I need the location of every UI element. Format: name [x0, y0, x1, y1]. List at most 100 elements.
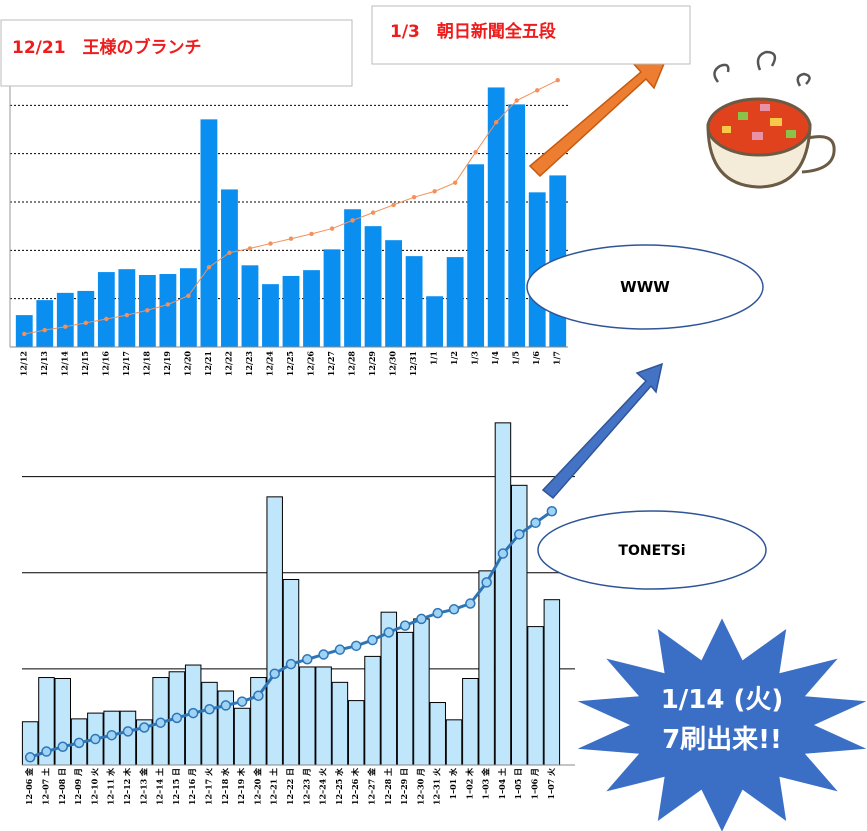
bar — [332, 682, 347, 765]
x-tick-label: 12/19 — [162, 351, 172, 377]
line-marker — [172, 713, 181, 722]
x-tick-label: 12–19 木 — [236, 767, 246, 805]
x-tick-label: 12/30 — [388, 351, 398, 377]
bar — [267, 497, 282, 765]
x-tick-label: 12–14 土 — [155, 768, 165, 805]
line-marker — [350, 218, 354, 222]
x-tick-label: 12–07 土 — [40, 768, 50, 805]
x-tick-label: 12–13 金 — [138, 767, 148, 805]
line-marker — [352, 641, 361, 650]
line-marker — [156, 718, 165, 727]
bar — [98, 272, 115, 347]
x-tick-label: 12–10 火 — [89, 767, 99, 805]
x-tick-label: 12–26 木 — [350, 767, 360, 805]
line-marker — [412, 195, 416, 199]
x-tick-label: 1/1 — [429, 351, 439, 365]
bar — [283, 276, 300, 347]
x-tick-label: 12–06 金 — [24, 767, 34, 805]
x-tick-label: 1/5 — [511, 351, 521, 365]
bar — [406, 256, 423, 347]
bar — [57, 293, 74, 347]
bar — [324, 249, 341, 347]
line-marker — [450, 605, 459, 614]
line-marker — [473, 150, 477, 154]
line-marker — [319, 650, 328, 659]
line-marker — [335, 645, 344, 654]
line-marker — [303, 655, 312, 664]
line-marker — [26, 753, 35, 762]
x-tick-label: 12/24 — [264, 351, 274, 377]
line-marker — [107, 731, 116, 740]
annotation: 12/21 王様のブランチ — [12, 37, 202, 58]
line-marker — [84, 321, 88, 325]
bar — [508, 104, 525, 347]
x-tick-label: 12–30 月 — [415, 768, 425, 805]
bar — [495, 423, 510, 765]
x-tick-label: 1/4 — [490, 351, 500, 365]
bar — [180, 268, 197, 347]
bar — [365, 656, 380, 765]
bar — [414, 619, 429, 765]
x-tick-label: 12–22 日 — [285, 768, 295, 805]
x-tick-label: 12/15 — [80, 351, 90, 376]
blue-arrow — [543, 364, 662, 498]
x-tick-label: 12–28 土 — [383, 768, 393, 805]
x-tick-label: 12/21 — [203, 351, 213, 376]
bar — [511, 485, 526, 765]
x-tick-label: 1/6 — [531, 351, 541, 365]
line-marker — [309, 232, 313, 236]
line-marker — [371, 210, 375, 214]
line-marker — [482, 578, 491, 587]
x-tick-label: 12/29 — [367, 351, 377, 377]
line-marker — [254, 691, 263, 700]
x-tick-label: 1–05 日 — [513, 768, 523, 799]
x-tick-label: 12–08 日 — [57, 768, 67, 805]
x-tick-label: 12–18 水 — [220, 767, 230, 805]
bar — [426, 296, 443, 347]
bar — [348, 701, 363, 765]
line-marker — [227, 251, 231, 255]
line-marker — [75, 738, 84, 747]
x-tick-label: 1/3 — [470, 351, 480, 365]
x-tick-label: 12/26 — [306, 351, 316, 377]
bar — [36, 300, 53, 347]
soup-illustration — [708, 52, 834, 187]
x-tick-label: 12–21 土 — [269, 768, 279, 805]
x-tick-label: 12/13 — [39, 351, 49, 377]
line-marker — [289, 237, 293, 241]
x-tick-label: 12–23 月 — [301, 768, 311, 805]
line-marker — [207, 265, 211, 269]
x-tick-label: 12–12 木 — [122, 767, 132, 805]
bar — [283, 580, 298, 765]
x-tick-label: 1–03 金 — [481, 767, 491, 799]
line-marker — [531, 518, 540, 527]
bar — [397, 632, 412, 765]
x-tick-label: 1/2 — [449, 351, 459, 365]
x-tick-label: 12/31 — [408, 351, 418, 376]
line-marker — [63, 325, 67, 329]
bar — [201, 119, 218, 347]
x-tick-label: 12/25 — [285, 351, 295, 376]
line-marker — [205, 705, 214, 714]
x-tick-label: 1–06 月 — [530, 768, 540, 799]
x-tick-label: 12–17 火 — [203, 767, 213, 805]
bar — [446, 720, 461, 765]
line-marker — [166, 302, 170, 306]
x-tick-label: 12/20 — [182, 351, 192, 377]
x-tick-label: 12–20 金 — [252, 767, 262, 805]
bar — [463, 679, 478, 766]
x-tick-label: 12–25 水 — [334, 767, 344, 805]
bar — [303, 270, 320, 347]
bar — [300, 667, 315, 765]
line-marker — [515, 98, 519, 102]
bar — [544, 600, 559, 765]
bar — [16, 315, 33, 347]
x-tick-label: 1–04 土 — [497, 768, 507, 799]
line-marker — [391, 203, 395, 207]
x-tick-label: 1/7 — [552, 351, 562, 365]
line-marker — [238, 697, 247, 706]
line-marker — [535, 88, 539, 92]
line-marker — [494, 120, 498, 124]
bar — [118, 269, 135, 347]
